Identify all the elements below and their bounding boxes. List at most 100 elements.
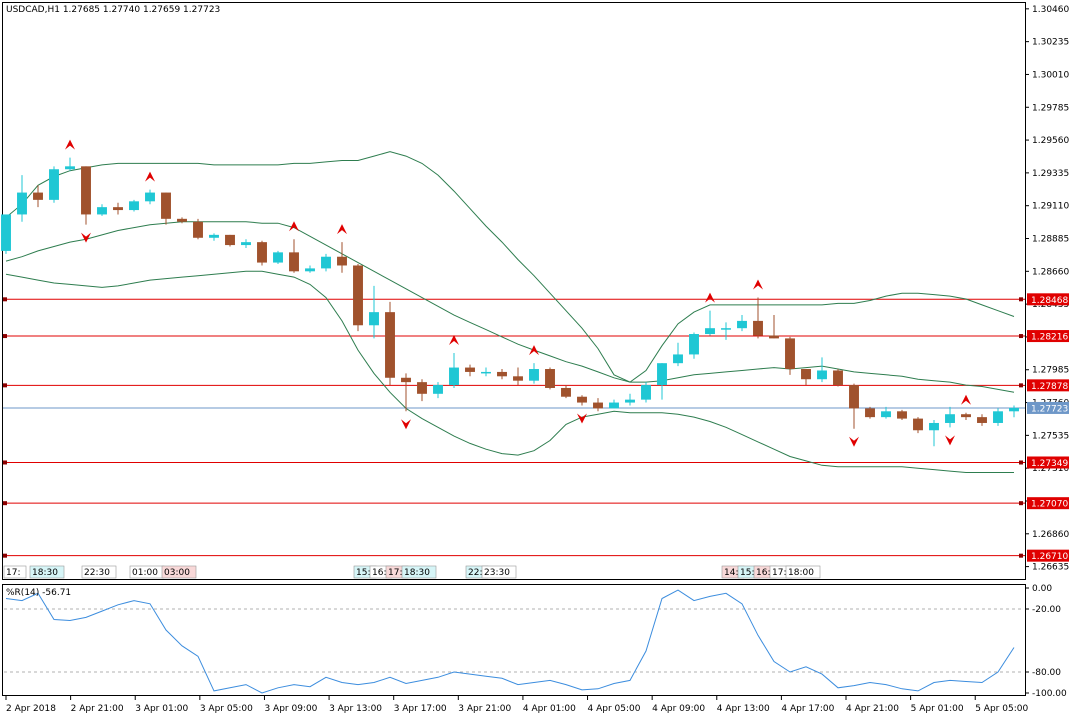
candle[interactable] bbox=[193, 218, 203, 240]
candle[interactable] bbox=[705, 310, 715, 336]
candle[interactable] bbox=[385, 301, 395, 386]
candle[interactable] bbox=[625, 393, 635, 406]
candle[interactable] bbox=[145, 189, 155, 205]
candle[interactable] bbox=[305, 265, 315, 273]
candle[interactable] bbox=[545, 367, 555, 390]
time-tick-label: 3 Apr 01:00 bbox=[135, 704, 188, 714]
session-label: 16: bbox=[756, 568, 770, 578]
candle[interactable] bbox=[49, 166, 59, 203]
level-marker bbox=[1019, 501, 1023, 506]
candle[interactable] bbox=[961, 412, 971, 421]
candle[interactable] bbox=[97, 204, 107, 216]
candle[interactable] bbox=[577, 395, 587, 406]
candle[interactable] bbox=[241, 239, 251, 248]
candle-body bbox=[289, 252, 299, 272]
candle[interactable] bbox=[33, 185, 43, 208]
candle[interactable] bbox=[513, 367, 523, 386]
price-tick-label: 1.27535 bbox=[1032, 431, 1069, 441]
candle[interactable] bbox=[225, 234, 235, 247]
price-panel[interactable] bbox=[2, 2, 1026, 580]
candle[interactable] bbox=[993, 408, 1003, 426]
candle[interactable] bbox=[81, 166, 91, 225]
session-label: 15: bbox=[356, 568, 370, 578]
candle[interactable] bbox=[753, 297, 763, 339]
candle-body bbox=[641, 385, 651, 400]
candle[interactable] bbox=[129, 199, 139, 212]
wpr-panel[interactable] bbox=[2, 584, 1026, 696]
candle[interactable] bbox=[481, 367, 491, 377]
candle[interactable] bbox=[17, 175, 27, 222]
candle-body bbox=[817, 370, 827, 380]
candle[interactable] bbox=[801, 369, 811, 386]
candle-body bbox=[897, 411, 907, 419]
fractal-up-arrow bbox=[529, 345, 539, 356]
candle[interactable] bbox=[641, 382, 651, 403]
candle[interactable] bbox=[849, 383, 859, 429]
candle-body bbox=[97, 207, 107, 215]
candle-body bbox=[385, 312, 395, 378]
candle[interactable] bbox=[465, 364, 475, 377]
candle[interactable] bbox=[593, 398, 603, 412]
candle[interactable] bbox=[449, 352, 459, 388]
fractal-down-arrow bbox=[577, 413, 587, 424]
candle[interactable] bbox=[529, 363, 539, 384]
candle-body bbox=[577, 396, 587, 403]
candle-body bbox=[545, 369, 555, 388]
candle[interactable] bbox=[833, 369, 843, 387]
candle[interactable] bbox=[273, 250, 283, 265]
candle[interactable] bbox=[769, 315, 779, 339]
wpr-tick-label: -100.00 bbox=[1032, 689, 1067, 699]
candle[interactable] bbox=[257, 240, 267, 266]
price-axis: 1.30460 1.30235 1.30010 1.29785 1.29560 1.293… bbox=[1025, 5, 1069, 573]
candle[interactable] bbox=[369, 285, 379, 339]
candle[interactable] bbox=[609, 399, 619, 409]
candle[interactable] bbox=[65, 157, 75, 171]
time-tick-label: 3 Apr 05:00 bbox=[200, 704, 253, 714]
current-price-box bbox=[1027, 401, 1069, 414]
candle[interactable] bbox=[785, 336, 795, 375]
candle[interactable] bbox=[561, 385, 571, 399]
session-box bbox=[481, 565, 517, 579]
candle[interactable] bbox=[721, 322, 731, 340]
candle[interactable] bbox=[929, 420, 939, 447]
candle[interactable] bbox=[737, 315, 747, 332]
candle[interactable] bbox=[817, 357, 827, 383]
candle[interactable] bbox=[1, 214, 11, 254]
candle[interactable] bbox=[977, 414, 987, 426]
candle[interactable] bbox=[865, 406, 875, 419]
fractal-up-arrow bbox=[961, 394, 971, 405]
candle[interactable] bbox=[673, 342, 683, 367]
fractal-up-arrow bbox=[65, 139, 75, 150]
wpr-axis: 0.00 -20.00 -80.00 -100.00 bbox=[1025, 584, 1067, 699]
candle[interactable] bbox=[897, 409, 907, 421]
candle[interactable] bbox=[289, 239, 299, 273]
session-label: 01:00 bbox=[132, 568, 158, 578]
candle-body bbox=[721, 328, 731, 330]
wpr-indicator bbox=[4, 589, 1024, 694]
candle-body bbox=[705, 328, 715, 335]
candle[interactable] bbox=[321, 253, 331, 272]
candle[interactable] bbox=[913, 417, 923, 434]
candle[interactable] bbox=[353, 264, 363, 332]
candle[interactable] bbox=[657, 363, 667, 400]
candle[interactable] bbox=[945, 406, 955, 428]
candle[interactable] bbox=[433, 382, 443, 399]
session-label: 22: bbox=[468, 568, 482, 578]
candle[interactable] bbox=[113, 202, 123, 215]
candle[interactable] bbox=[401, 373, 411, 412]
candle[interactable] bbox=[1009, 405, 1019, 418]
candle[interactable] bbox=[881, 406, 891, 419]
candle-body bbox=[497, 371, 507, 377]
candle-body bbox=[177, 218, 187, 222]
candle[interactable] bbox=[161, 192, 171, 225]
level-marker bbox=[1019, 383, 1023, 388]
candle[interactable] bbox=[417, 379, 427, 402]
candle[interactable] bbox=[177, 217, 187, 224]
candle[interactable] bbox=[209, 233, 219, 241]
candle[interactable] bbox=[497, 369, 507, 380]
time-tick-label: 4 Apr 13:00 bbox=[717, 704, 770, 714]
candle[interactable] bbox=[337, 242, 347, 273]
candle[interactable] bbox=[689, 332, 699, 359]
time-tick-label: 2 Apr 21:00 bbox=[71, 704, 124, 714]
candle-body bbox=[49, 169, 59, 200]
